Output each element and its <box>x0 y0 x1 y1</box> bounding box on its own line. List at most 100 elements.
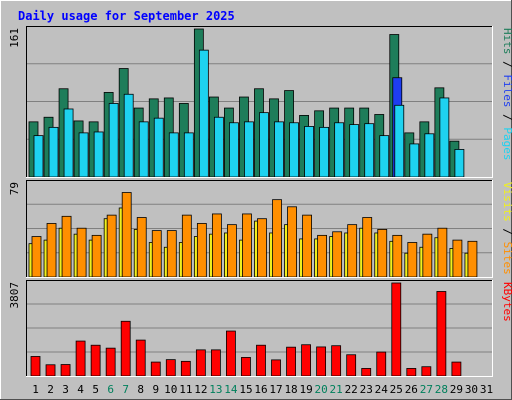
bar-pages-day-12 <box>198 49 209 178</box>
bar-pages-day-26 <box>409 143 420 178</box>
legend-part: / <box>501 55 512 75</box>
bar-kbytes-day-6 <box>105 347 116 377</box>
bar-sites-day-4 <box>76 227 87 278</box>
bar-sites-day-17 <box>272 199 282 278</box>
bar-kbytes-day-10 <box>165 359 176 377</box>
bar-sites-day-20 <box>317 234 328 278</box>
x-axis-labels: 1 2 3 4 5 6 7 8 9 10 11 12 13 14 15 16 17 18 19 20 21 22 23 24 2… <box>32 383 493 396</box>
bar-sites-day-29 <box>452 239 463 278</box>
x-tick-label-26: 26 <box>405 383 418 396</box>
bar-kbytes-day-19 <box>301 344 311 377</box>
legend-part: KBytes <box>501 282 512 322</box>
bar-pages-day-6 <box>108 103 119 178</box>
bar-kbytes-day-27 <box>421 366 432 377</box>
panel-2: 79 Visits / Sites <box>8 180 512 278</box>
bar-pages-day-25 <box>394 104 405 178</box>
x-tick-label-21: 21 <box>330 383 343 396</box>
bar-kbytes-day-3 <box>60 364 71 377</box>
bar-kbytes-day-7 <box>120 320 131 377</box>
bar-kbytes-day-13 <box>210 349 221 377</box>
x-tick-label-24: 24 <box>375 383 389 396</box>
bar-pages-day-28 <box>439 97 450 178</box>
panel-max-label: 161 <box>8 28 21 48</box>
x-tick-label-29: 29 <box>450 383 463 396</box>
bar-sites-day-26 <box>407 242 418 278</box>
bar-kbytes-day-5 <box>90 344 101 377</box>
bar-sites-day-30 <box>467 240 478 278</box>
bar-sites-day-1 <box>31 236 42 278</box>
x-tick-label-5: 5 <box>92 383 99 396</box>
x-tick-label-2: 2 <box>47 383 54 396</box>
bar-pages-day-11 <box>183 132 194 178</box>
bar-kbytes-day-25 <box>391 282 402 377</box>
bar-sites-day-10 <box>166 230 177 278</box>
bar-sites-day-19 <box>302 214 312 278</box>
x-tick-label-1: 1 <box>32 383 39 396</box>
x-tick-label-14: 14 <box>224 383 238 396</box>
bar-kbytes-day-18 <box>286 346 296 377</box>
bar-pages-day-2 <box>48 126 59 178</box>
panel-1: 161 Hits / Files / Pages <box>8 26 512 178</box>
x-tick-label-30: 30 <box>465 383 478 396</box>
bar-pages-day-22 <box>349 124 360 178</box>
bar-kbytes-day-26 <box>406 368 417 377</box>
legend-part: / <box>501 222 512 242</box>
bar-pages-day-10 <box>168 132 179 178</box>
bar-kbytes-day-22 <box>346 354 357 377</box>
x-tick-label-17: 17 <box>269 383 282 396</box>
bar-pages-day-4 <box>78 132 89 178</box>
bar-sites-day-18 <box>287 206 297 278</box>
legend-part: / <box>501 108 512 128</box>
bar-sites-day-16 <box>257 218 267 278</box>
x-tick-label-7: 7 <box>122 383 129 396</box>
panel-max-label: 79 <box>8 182 21 195</box>
panel-legend: Hits / Files / Pages <box>501 28 512 161</box>
panel-max-label: 3807 <box>8 282 21 309</box>
bar-pages-day-21 <box>334 122 345 178</box>
panel-legend: KBytes <box>501 282 512 322</box>
bar-kbytes-day-12 <box>195 349 206 377</box>
bar-pages-day-14 <box>229 122 239 178</box>
x-tick-label-12: 12 <box>194 383 207 396</box>
x-tick-label-22: 22 <box>345 383 358 396</box>
x-tick-label-4: 4 <box>77 383 84 396</box>
x-tick-label-8: 8 <box>137 383 144 396</box>
bar-kbytes-day-28 <box>436 291 447 377</box>
bar-sites-day-7 <box>121 192 132 278</box>
bar-pages-day-3 <box>63 108 74 178</box>
bar-kbytes-day-8 <box>135 339 146 377</box>
bar-sites-day-28 <box>437 227 448 278</box>
x-tick-label-20: 20 <box>315 383 328 396</box>
bar-pages-day-23 <box>364 123 375 178</box>
bar-kbytes-day-14 <box>226 330 236 377</box>
bar-sites-day-21 <box>332 231 343 278</box>
bar-pages-day-29 <box>454 149 465 178</box>
bar-pages-day-19 <box>304 126 314 178</box>
bar-sites-day-23 <box>362 217 373 278</box>
bar-sites-day-15 <box>242 213 252 278</box>
x-tick-label-16: 16 <box>254 383 267 396</box>
bar-pages-day-13 <box>213 116 224 178</box>
chart-panels: 161 Hits / Files / Pages 79 Visits / Sites 3… <box>8 26 512 377</box>
x-tick-label-10: 10 <box>164 383 177 396</box>
bar-pages-day-15 <box>244 121 254 178</box>
bar-kbytes-day-17 <box>271 359 281 377</box>
bar-sites-day-22 <box>347 224 358 278</box>
bar-kbytes-day-9 <box>150 361 161 377</box>
x-tick-label-25: 25 <box>390 383 403 396</box>
bar-kbytes-day-4 <box>75 340 86 377</box>
bar-pages-day-8 <box>138 121 149 178</box>
bar-sites-day-2 <box>46 223 57 278</box>
panel-legend: Visits / Sites <box>501 182 512 275</box>
x-tick-label-6: 6 <box>107 383 114 396</box>
bar-sites-day-12 <box>196 223 207 278</box>
bar-kbytes-day-23 <box>361 368 372 377</box>
x-tick-label-3: 3 <box>62 383 69 396</box>
legend-part: Hits <box>501 28 512 55</box>
x-tick-label-18: 18 <box>284 383 297 396</box>
x-tick-label-11: 11 <box>179 383 192 396</box>
x-tick-label-13: 13 <box>209 383 222 396</box>
legend-part: Files <box>501 74 512 107</box>
bar-kbytes-day-1 <box>30 356 41 377</box>
